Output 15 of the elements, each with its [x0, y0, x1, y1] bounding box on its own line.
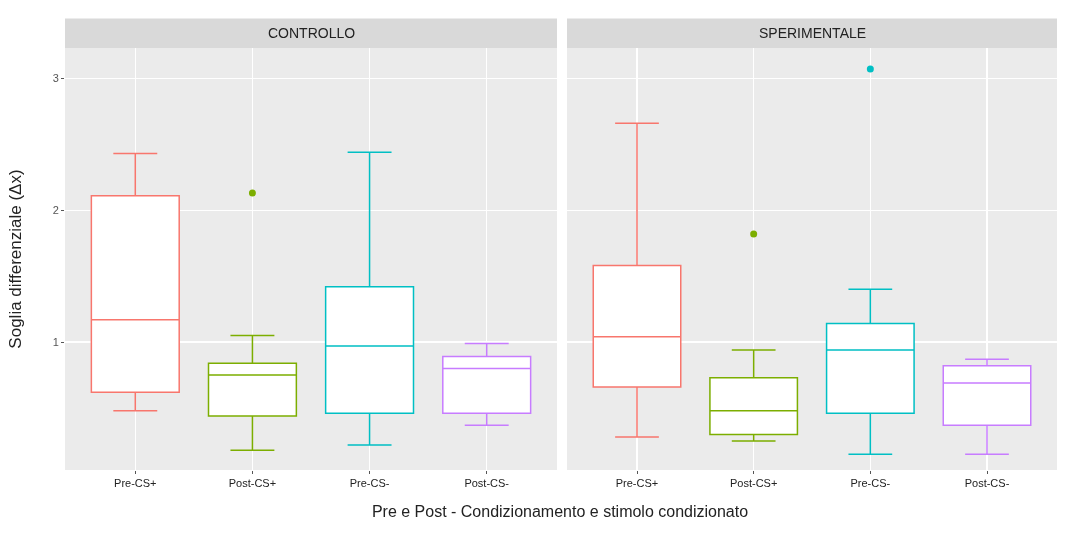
- y-tick-label: 3: [52, 72, 59, 85]
- chart-title: CONTROLLO: [268, 25, 356, 41]
- x-tick-label: Pre-CS+: [615, 477, 659, 490]
- x-axis-title: Pre e Post - Condizionamento e stimolo condizionato: [370, 503, 750, 521]
- y-tick-label: 2: [52, 204, 59, 217]
- x-tick-label: Pre-CS+: [114, 477, 157, 490]
- x-tick-label: Post-CS+: [729, 477, 778, 490]
- x-tick-label: Pre-CS-: [349, 477, 390, 490]
- x-tick-label: Pre-CS-: [850, 477, 891, 490]
- chart-title: SPERIMENTALE: [759, 25, 867, 41]
- y-axis-title: Soglia differenziale (Δx): [6, 169, 25, 349]
- x-tick-label: Post-CS-: [464, 477, 510, 490]
- y-tick-label: 1: [52, 335, 59, 348]
- x-tick-label: Post-CS+: [228, 477, 277, 490]
- x-tick-label: Post-CS-: [964, 477, 1010, 490]
